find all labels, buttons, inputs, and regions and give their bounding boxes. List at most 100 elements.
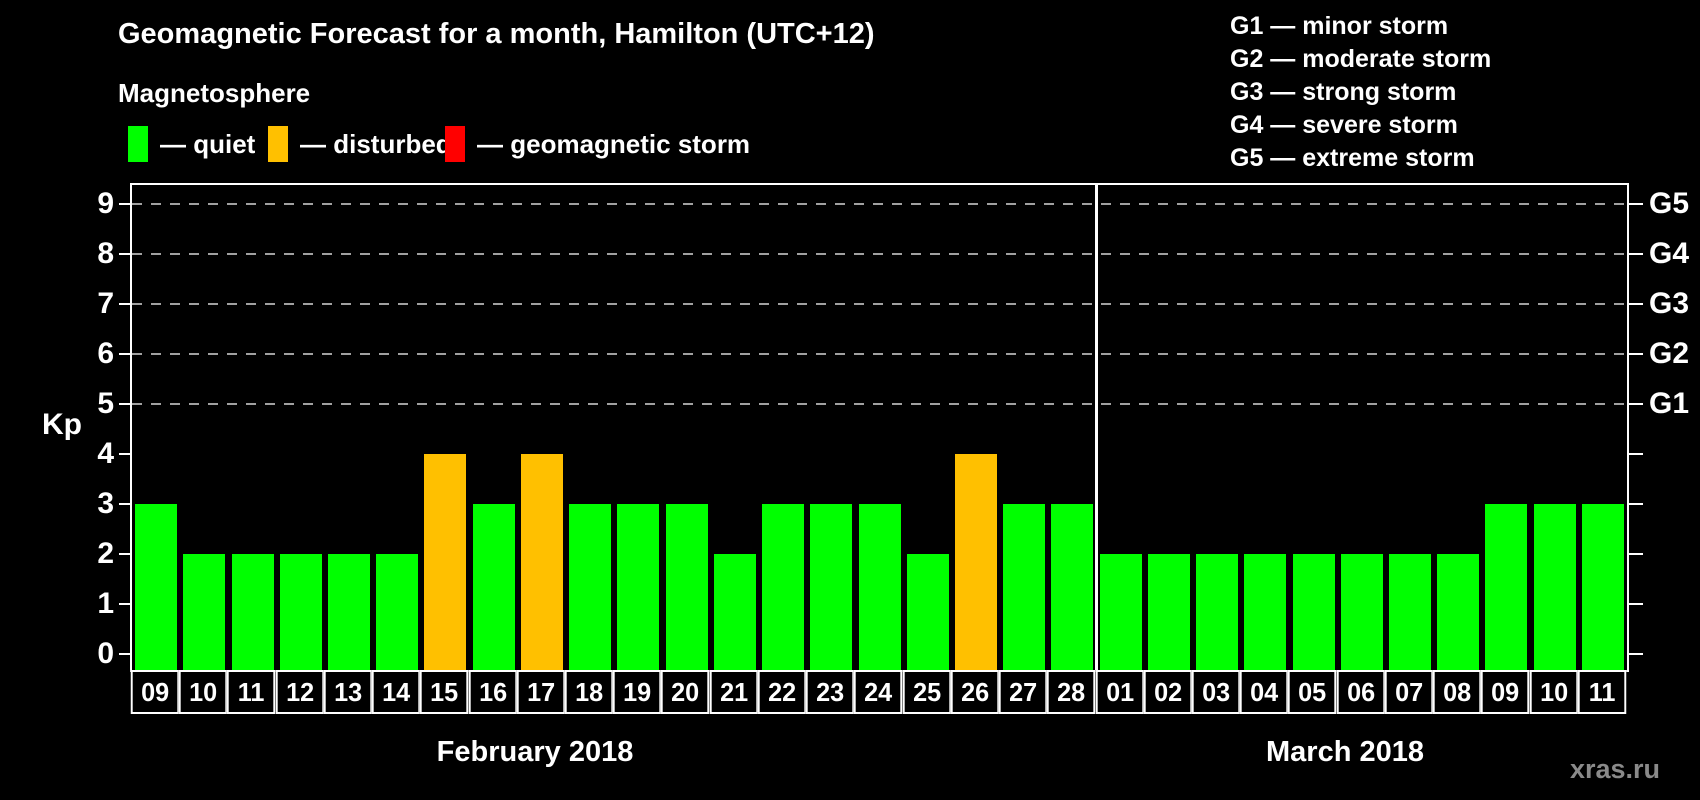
legend-label-storm: — geomagnetic storm — [477, 128, 751, 159]
disturbed-swatch-icon — [268, 126, 288, 162]
y-axis-tick-left — [119, 253, 130, 255]
day-label-cell: 18 — [564, 670, 614, 714]
y-axis-tick-left — [119, 603, 130, 605]
storm-swatch-icon — [445, 126, 465, 162]
g-scale-legend-line: G1 — minor storm — [1230, 12, 1449, 40]
bar-day-25 — [906, 554, 949, 670]
gridline-kp-5 — [132, 403, 1627, 405]
bar-day-13 — [328, 554, 371, 670]
y-axis-tick-right — [1629, 203, 1643, 205]
day-label-cell: 13 — [323, 670, 373, 714]
bar-day-23 — [810, 504, 853, 670]
y-axis-tick-right — [1629, 303, 1643, 305]
bar-day-26 — [954, 454, 997, 670]
month-label-march: March 2018 — [1266, 736, 1424, 768]
y-axis-title: Kp — [42, 408, 82, 441]
day-label-cell: 11 — [227, 670, 276, 714]
bar-day-17 — [520, 454, 563, 670]
day-label-cell: 12 — [275, 670, 325, 714]
y-axis-tick-right — [1629, 403, 1643, 405]
y-axis-tick-right — [1629, 253, 1643, 255]
y-axis-tick-label: 1 — [97, 587, 114, 620]
y-axis-tick-left — [119, 403, 130, 405]
y-axis-tick-left — [119, 503, 130, 505]
day-label-cell: 26 — [950, 670, 1000, 714]
day-label-cell: 10 — [178, 670, 228, 714]
bar-day-11 — [231, 554, 274, 670]
day-label-cell: 06 — [1336, 670, 1386, 714]
day-label-cell: 08 — [1432, 670, 1482, 714]
day-label-cell: 25 — [902, 670, 952, 714]
y-axis-tick-right — [1629, 603, 1643, 605]
bar-day-11 — [1581, 504, 1624, 670]
g-axis-label-g4: G4 — [1649, 237, 1690, 270]
day-label-cell: 11 — [1577, 670, 1627, 714]
y-axis-tick-left — [119, 303, 130, 305]
legend-item-disturbed: — disturbed — [268, 126, 452, 162]
g-scale-legend-line: G3 — strong storm — [1230, 78, 1457, 106]
gridline-kp-6 — [132, 353, 1627, 355]
y-axis-tick-right — [1629, 453, 1643, 455]
month-label-february: February 2018 — [436, 736, 634, 768]
gridline-kp-9 — [132, 203, 1627, 205]
bar-day-22 — [762, 504, 805, 670]
day-label-cell: 20 — [661, 670, 710, 714]
page-title: Geomagnetic Forecast for a month, Hamilt… — [118, 18, 875, 50]
day-label-cell: 23 — [805, 670, 855, 714]
g-scale-legend-line: G5 — extreme storm — [1230, 144, 1475, 172]
day-label-cell: 27 — [998, 670, 1048, 714]
bar-day-09 — [1485, 504, 1528, 670]
g-scale-legend-line: G2 — moderate storm — [1230, 45, 1492, 73]
bar-day-06 — [1340, 554, 1383, 670]
day-label-cell: 04 — [1239, 670, 1289, 714]
g-axis-label-g5: G5 — [1649, 187, 1690, 220]
magnetosphere-label: Magnetosphere — [118, 78, 311, 108]
y-axis-tick-label: 3 — [97, 487, 114, 520]
y-axis-tick-label: 2 — [97, 537, 114, 570]
bar-day-28 — [1051, 504, 1094, 670]
bar-day-20 — [665, 504, 708, 670]
legend-label-disturbed: — disturbed — [300, 128, 452, 159]
day-label-cell: 24 — [854, 670, 903, 714]
y-axis-tick-right — [1629, 553, 1643, 555]
day-label-cell: 21 — [709, 670, 759, 714]
bar-day-18 — [569, 504, 612, 670]
day-label-cell: 02 — [1143, 670, 1193, 714]
day-label-cell: 10 — [1529, 670, 1579, 714]
bar-day-10 — [183, 554, 226, 670]
day-label-cell: 14 — [371, 670, 421, 714]
g-axis-label-g2: G2 — [1649, 337, 1690, 370]
day-label-cell: 16 — [468, 670, 518, 714]
legend-label-quiet: — quiet — [160, 128, 256, 159]
y-axis-tick-right — [1629, 503, 1643, 505]
y-axis-tick-label: 4 — [97, 437, 114, 470]
day-label-cell: 05 — [1288, 670, 1337, 714]
y-axis-tick-right — [1629, 653, 1643, 655]
g-axis-label-g1: G1 — [1649, 387, 1690, 420]
legend-item-storm: — geomagnetic storm — [445, 126, 750, 162]
bar-day-24 — [858, 504, 901, 670]
day-label-cell: 01 — [1095, 670, 1144, 714]
gridline-kp-7 — [132, 303, 1627, 305]
bar-day-27 — [1003, 504, 1046, 670]
bar-day-14 — [376, 554, 419, 670]
y-axis-tick-label: 6 — [97, 337, 114, 370]
y-axis-tick-label: 0 — [97, 637, 114, 670]
day-label-cell: 09 — [130, 670, 180, 714]
y-axis-tick-left — [119, 653, 130, 655]
g-axis-label-g3: G3 — [1649, 287, 1690, 320]
y-axis-tick-label: 8 — [97, 237, 114, 270]
bar-day-08 — [1437, 554, 1480, 670]
bar-day-10 — [1533, 504, 1576, 670]
watermark: xras.ru — [1569, 754, 1660, 784]
y-axis-tick-label: 9 — [97, 187, 114, 220]
day-label-cell: 03 — [1191, 670, 1241, 714]
quiet-swatch-icon — [128, 126, 148, 162]
bar-day-05 — [1292, 554, 1335, 670]
bar-day-01 — [1099, 554, 1142, 670]
bar-day-02 — [1147, 554, 1190, 670]
day-label-cell: 09 — [1481, 670, 1530, 714]
bar-day-21 — [713, 554, 756, 670]
y-axis-tick-left — [119, 453, 130, 455]
